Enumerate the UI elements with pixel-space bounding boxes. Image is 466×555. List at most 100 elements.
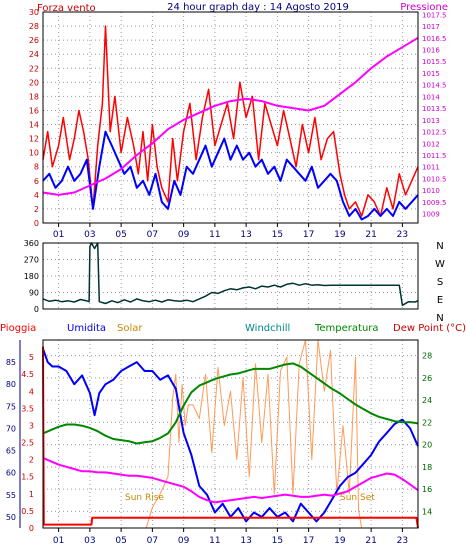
legend-label: Windchill [245, 323, 290, 334]
wind-gust-line [42, 130, 419, 221]
x-tick-label: 05 [115, 230, 126, 240]
wind-direction-line [42, 242, 419, 307]
x-tick-label: 11 [209, 230, 220, 240]
humidity-line [42, 348, 419, 523]
humidity-tick-label: 50 [6, 513, 16, 522]
humidity-temperature-panel: Pioggia Umidita Solar Windchill Temperatura D… [0, 323, 466, 546]
y-left-tick-label: 16 [29, 106, 39, 115]
temperature-tick-label: 24 [422, 396, 432, 405]
temperature-tick-label: 20 [422, 441, 432, 450]
y-left-tick-label: 26 [29, 36, 39, 45]
x-tick-label: 17 [303, 230, 314, 240]
y-right-tick-label: 1011.5 [422, 152, 447, 160]
rain-tick-label: 2.5 [21, 439, 34, 448]
y-right-tick-label: 1013.5 [422, 105, 447, 113]
x-tick-label: 09 [178, 230, 190, 240]
pressure-axis-title: Pressione [400, 2, 448, 13]
x-tick-label: 23 [397, 230, 408, 240]
pressure-line [42, 36, 419, 196]
humidity-tick-label: 85 [6, 358, 16, 367]
rain-tick-label: 4 [29, 387, 34, 396]
y-right-tick-label: 1012.5 [422, 129, 447, 137]
humidity-tick-label: 55 [6, 491, 16, 500]
temperature-tick-label: 26 [422, 374, 432, 383]
y-left-tick-label: 8 [34, 163, 39, 172]
y-right-tick-label: 1011 [422, 164, 440, 172]
rain-tick-label: 5 [29, 353, 34, 362]
legend-label: Solar [117, 323, 143, 334]
compass-label: E [437, 295, 443, 306]
y-right-tick-label: 1015 [422, 70, 440, 78]
compass-label: W [435, 259, 445, 270]
rain-tick-label: 3.5 [21, 404, 34, 413]
rain-line [42, 346, 419, 529]
y-right-tick-label: 1017.5 [422, 11, 447, 19]
y-right-tick-label: 1013 [422, 117, 440, 125]
temperature-tick-label: 14 [422, 507, 432, 516]
direction-tick-label: 90 [29, 289, 39, 298]
sunset-annotation: Sun Set [340, 493, 375, 503]
x-tick-label: 01 [53, 230, 64, 240]
legend-label: Temperatura [314, 323, 379, 334]
rain-tick-label: 0 [29, 524, 34, 533]
dewpoint-line [42, 456, 419, 504]
x-tick-label: 03 [84, 230, 95, 240]
y-left-tick-label: 20 [29, 78, 39, 87]
direction-tick-label: 180 [24, 272, 39, 281]
temperature-line [42, 362, 419, 445]
legend-label: Umidita [67, 323, 106, 334]
y-right-tick-label: 1009 [422, 211, 440, 219]
direction-tick-label: 270 [24, 256, 39, 265]
x-tick-label: 01 [53, 536, 64, 546]
y-left-tick-label: 22 [29, 64, 39, 73]
x-tick-label: 15 [272, 230, 283, 240]
x-tick-label: 15 [272, 536, 283, 546]
direction-tick-label: 0 [34, 305, 39, 314]
x-tick-label: 09 [178, 536, 190, 546]
temperature-tick-label: 22 [422, 418, 432, 427]
y-right-tick-label: 1009.5 [422, 199, 447, 207]
x-tick-label: 13 [240, 230, 251, 240]
wind-pressure-panel: 01 03 05 07 09 11 13 15 17 19 21 230246810121416182… [29, 8, 447, 240]
y-right-tick-label: 1016.5 [422, 35, 447, 43]
y-left-tick-label: 18 [29, 92, 39, 101]
top-panel-frame [42, 11, 419, 224]
x-tick-label: 21 [365, 536, 376, 546]
humidity-tick-label: 70 [6, 424, 16, 433]
rain-tick-label: 4.5 [21, 370, 34, 379]
y-right-tick-label: 1015.5 [422, 58, 447, 66]
y-left-tick-label: 28 [29, 22, 39, 31]
x-tick-label: 23 [397, 536, 408, 546]
y-right-tick-label: 1016 [422, 47, 440, 55]
legend-label: Dew Point (°C) [393, 323, 466, 334]
bottom-panel-frame [42, 339, 419, 529]
middle-panel-frame [42, 242, 419, 310]
chart-title: 24 hour graph day : 14 Agosto 2019 [167, 2, 349, 13]
y-right-tick-label: 1014 [422, 93, 440, 101]
direction-tick-label: 360 [24, 239, 39, 248]
y-left-tick-label: 30 [29, 8, 39, 17]
x-tick-label: 19 [334, 536, 346, 546]
x-tick-label: 07 [147, 230, 158, 240]
y-right-tick-label: 1010.5 [422, 175, 447, 183]
rain-tick-label: 1 [29, 490, 34, 499]
rain-tick-label: 0.5 [21, 507, 34, 516]
humidity-tick-label: 80 [6, 380, 16, 389]
wind-axis-title: Forza vento [37, 3, 96, 14]
y-right-tick-label: 1010 [422, 187, 440, 195]
x-tick-label: 11 [209, 536, 220, 546]
y-right-tick-label: 1012 [422, 140, 440, 148]
y-left-tick-label: 6 [34, 177, 39, 186]
x-tick-label: 07 [147, 536, 158, 546]
x-tick-label: 03 [84, 536, 95, 546]
compass-label: N [436, 313, 443, 324]
humidity-tick-label: 75 [6, 402, 16, 411]
y-left-tick-label: 4 [34, 191, 39, 200]
temperature-tick-label: 28 [422, 352, 432, 361]
y-right-tick-label: 1017 [422, 23, 440, 31]
temperature-tick-label: 18 [422, 463, 432, 472]
legend-label: Pioggia [0, 323, 36, 334]
